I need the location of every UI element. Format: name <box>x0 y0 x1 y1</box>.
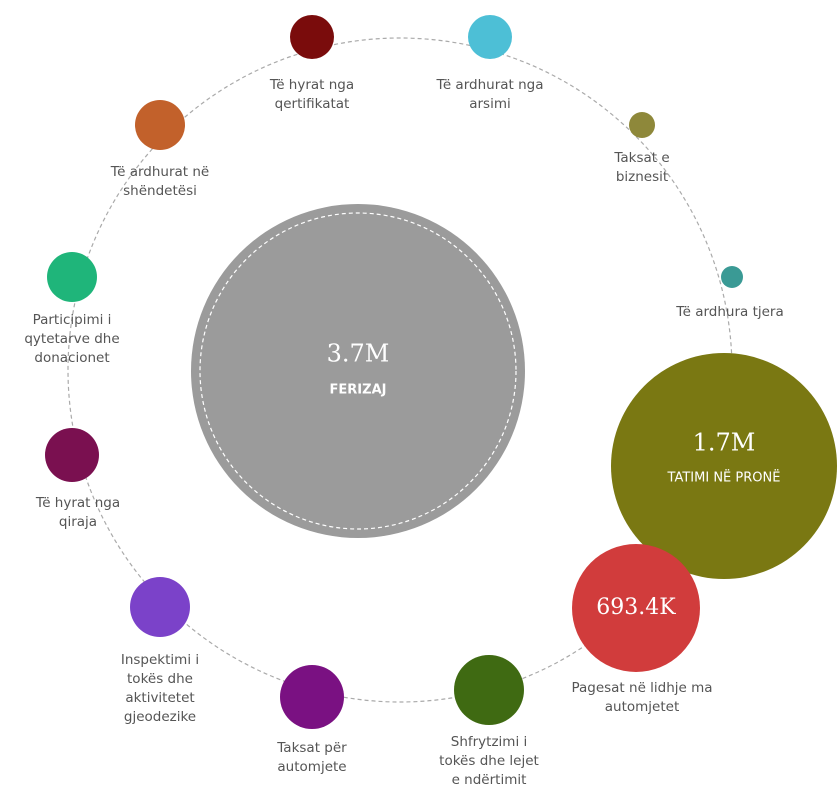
bubble-label: Shfrytzimi i <box>451 734 528 750</box>
bubble-label: donacionet <box>34 350 109 366</box>
bubble-label: automjetet <box>605 699 679 715</box>
bubble-label: tokës dhe <box>127 671 193 687</box>
center-bubble <box>191 204 525 538</box>
bubble-label: Participimi i <box>33 312 112 328</box>
bubble-label: qiraja <box>59 514 97 530</box>
bubble <box>47 252 97 302</box>
bubble-label: tokës dhe lejet <box>439 753 539 769</box>
bubble <box>130 577 190 637</box>
bubble-inner-label: TATIMI NË PRONË <box>667 470 781 486</box>
bubble <box>280 665 344 729</box>
center-label: FERIZAJ <box>330 383 387 398</box>
center-value: 3.7M <box>327 340 390 368</box>
center-inner-ring <box>199 212 517 530</box>
bubble <box>290 15 334 59</box>
bubble-label: Të hyrat nga <box>269 77 354 93</box>
bubble-label: Taksat e <box>613 150 669 166</box>
bubble-label: biznesit <box>616 169 668 185</box>
bubble-label: shëndetësi <box>123 183 197 199</box>
bubble <box>629 112 655 138</box>
bubble-label: arsimi <box>469 96 511 112</box>
bubble-label: Të ardhurat nga <box>435 77 543 93</box>
bubble-value: 693.4K <box>596 595 676 620</box>
bubble <box>45 428 99 482</box>
bubble <box>572 544 700 672</box>
bubble-label: qytetarve dhe <box>24 331 119 347</box>
bubble-label: Inspektimi i <box>121 652 199 668</box>
bubble-label: Pagesat në lidhje ma <box>571 680 712 696</box>
bubble <box>721 266 743 288</box>
bubble-label: gjeodezike <box>124 709 196 725</box>
bubble <box>468 15 512 59</box>
bubble <box>611 353 837 579</box>
bubble-label: automjete <box>277 759 346 775</box>
bubble-label: Të ardhurat në <box>110 164 209 180</box>
bubble-label: Të hyrat nga <box>35 495 120 511</box>
bubble-label: Të ardhura tjera <box>675 304 784 320</box>
bubble <box>135 100 185 150</box>
bubble-value: 1.7M <box>693 429 756 457</box>
bubble-label: aktivitetet <box>125 690 194 706</box>
bubble-label: qertifikatat <box>275 96 350 112</box>
bubble <box>454 655 524 725</box>
bubble-label: e ndërtimit <box>452 772 527 788</box>
bubble-label: Taksat për <box>276 740 347 756</box>
